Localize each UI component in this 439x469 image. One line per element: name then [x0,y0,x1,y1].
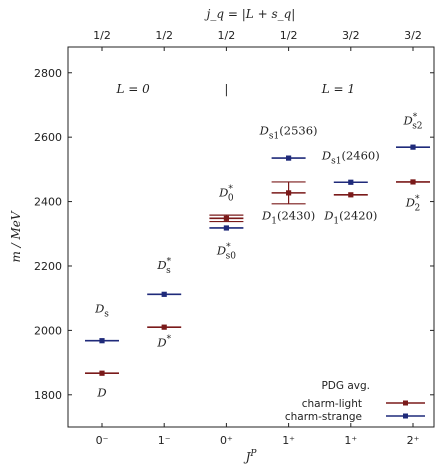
state-label-sub: s [104,310,109,320]
top-tick-label: 1/2 [280,29,298,42]
y-axis-title: m / MeV [9,210,23,262]
x-tick-label: 1⁻ [158,434,171,447]
y-tick-label: 2400 [34,196,62,209]
state-label-base: D [405,195,415,209]
state-label-base: D [94,302,104,316]
y-tick-label: 2800 [34,67,62,80]
data-point [348,192,354,198]
top-tick-label: 1/2 [155,29,173,42]
legend-title: PDG avg. [321,380,370,392]
x-axis-title-sup: P [249,449,257,459]
state-label: Ds1(2536) [259,124,318,142]
legend-marker [403,400,408,406]
x-tick-label: 0⁻ [96,434,109,447]
state-label-base: D [216,244,226,258]
data-point [286,190,292,196]
state-label-sub: s [166,266,171,276]
state-label-sub: 1 [333,216,339,226]
state-label-base: D [96,385,106,399]
y-tick-label: 2000 [34,324,62,337]
axis-ticks [68,47,434,427]
data-point [286,155,292,161]
data-point [223,215,229,221]
state-label: D* s0 [216,243,236,262]
legend-marker [403,413,408,419]
data-point [161,291,167,297]
data-point [99,370,105,376]
data-marks [85,144,430,376]
legend-label: charm-strange [285,411,362,423]
state-label-sub: 2 [415,203,421,213]
state-label-sub: s2 [412,121,422,131]
state-label-base: D [218,186,228,200]
state-label: D [96,385,106,399]
top-tick-label: 1/2 [218,29,236,42]
region-label: L = 1 [321,82,355,96]
data-point [99,338,105,344]
state-label-sub: 1 [271,216,277,226]
state-label-base: D [259,124,269,138]
region-label: | [224,82,228,96]
top-axis-title: j_q = |L + s_q| [204,7,296,21]
state-label-sub: s0 [226,252,237,262]
state-label-base: D [156,335,166,349]
plot-frame [67,46,435,428]
top-tick-label: 3/2 [342,29,360,42]
state-label-base: D [261,208,271,222]
state-label-sub: s1 [269,132,279,142]
state-label: Ds [94,302,109,320]
top-tick-label: 1/2 [93,29,111,42]
x-tick-label: 0⁺ [220,434,233,447]
state-label-base: D [321,149,331,163]
state-label-suffix: (2420) [339,208,377,222]
state-label: D* s [156,257,171,276]
state-label: D* 2 [405,194,420,213]
data-point [161,324,167,330]
state-label: D* [156,334,171,349]
state-label-sup: * [226,243,231,253]
state-label-sup: * [167,257,172,267]
state-label-sup: * [415,194,420,204]
x-axis-title-main: J [243,450,252,464]
data-point [348,179,354,185]
data-point [223,225,229,231]
y-tick-label: 1800 [34,389,62,402]
state-label-suffix: (2430) [277,208,315,222]
state-label: D1(2430) [261,208,315,226]
state-label-sup: * [167,334,172,344]
x-tick-label: 1⁺ [344,434,357,447]
state-label-base: D [156,258,166,272]
state-label-sub: 0 [228,194,234,204]
x-axis-title: JP [243,449,258,464]
data-point [410,144,416,150]
x-tick-label: 2⁺ [407,434,420,447]
state-label-base: D [323,208,333,222]
state-label: D* s2 [402,112,422,131]
y-tick-label: 2600 [34,131,62,144]
y-tick-label: 2200 [34,260,62,273]
plot-border [67,46,435,428]
state-label-sup: * [413,112,418,122]
state-label-sub: s1 [331,157,341,167]
state-label-suffix: (2536) [279,124,317,138]
state-label: D1(2420) [323,208,377,226]
state-label-suffix: (2460) [341,149,379,163]
state-label-sup: * [228,185,233,195]
region-label: L = 0 [115,82,150,96]
top-tick-label: 3/2 [404,29,422,42]
data-point [410,179,416,185]
state-label: D* 0 [218,185,234,204]
axis-labels: 1800 2000 2200 2400 2600 2800 0⁻ 1/2 1⁻ 1/2 0⁺ 1/2 1… [9,7,422,464]
state-label: Ds1(2460) [321,149,380,167]
x-tick-label: 1⁺ [282,434,295,447]
legend-label: charm-light [302,398,362,410]
state-label-base: D [402,113,412,127]
